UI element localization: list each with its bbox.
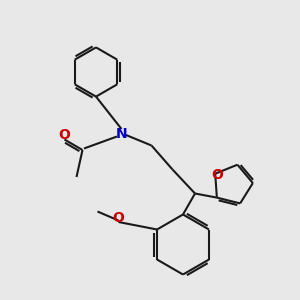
Text: N: N	[116, 127, 127, 140]
Text: O: O	[58, 128, 70, 142]
Text: O: O	[112, 212, 124, 225]
Text: O: O	[211, 168, 223, 182]
